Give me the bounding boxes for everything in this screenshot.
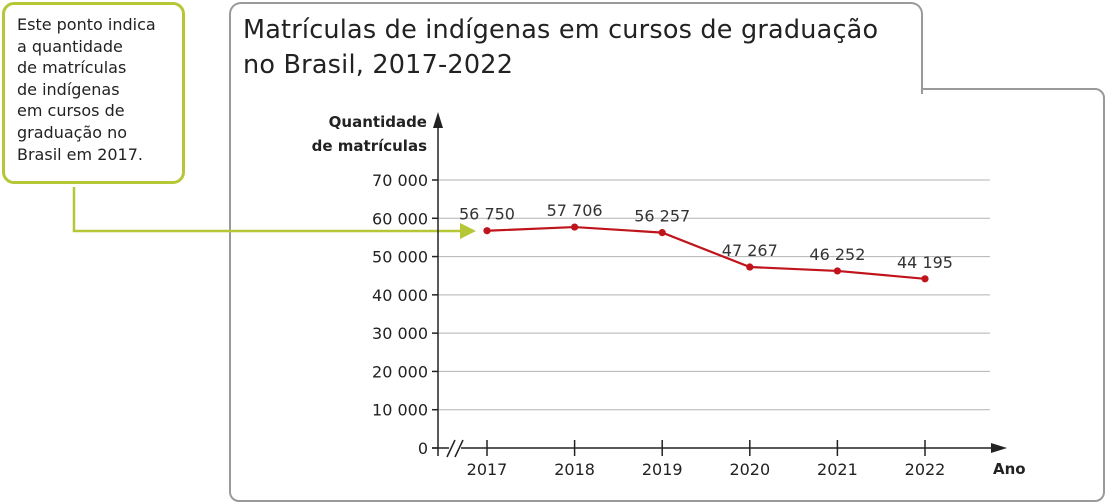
data-label: 56 257 [634, 207, 690, 226]
data-label: 47 267 [722, 241, 778, 260]
x-axis-arrowhead [991, 443, 1007, 453]
y-axis-arrowhead [433, 112, 443, 128]
callout-arrow [72, 187, 462, 233]
data-label: 57 706 [547, 201, 603, 220]
data-point [921, 275, 929, 283]
chart-title: Matrículas de indígenas em cursos de gra… [243, 15, 879, 80]
callout-arrow-head [460, 223, 476, 239]
data-label: 46 252 [809, 245, 865, 264]
x-tick-label: 2022 [905, 460, 946, 479]
y-tick-label: 0 [418, 439, 428, 458]
data-point [746, 263, 754, 271]
x-tick-label: 2019 [642, 460, 683, 479]
x-tick-label: 2017 [467, 460, 508, 479]
series-line [486, 225, 926, 280]
y-tick-label: 40 000 [372, 286, 428, 305]
callout-box: Este ponto indica a quantidade de matríc… [2, 2, 185, 184]
x-tick-label: 2018 [554, 460, 595, 479]
data-point [833, 267, 842, 275]
y-tick-label: 10 000 [372, 401, 428, 420]
grid-layer [438, 179, 990, 411]
y-axis-title-line-1: Quantidade [329, 113, 427, 131]
y-tick-label: 20 000 [372, 362, 428, 381]
data-label: 44 195 [897, 253, 953, 272]
series-layer: 56 750 57 706 56 257 47 267 46 252 44 195 [459, 201, 953, 283]
data-point [483, 227, 491, 235]
axis-break-mark [454, 439, 464, 458]
title-tab: Matrículas de indígenas em cursos de gra… [229, 2, 923, 94]
callout-text: Este ponto indica a quantidade de matríc… [17, 15, 156, 164]
data-point [571, 223, 579, 231]
x-tick-label: 2020 [729, 460, 770, 479]
axis-layer: 0 10 000 20 000 30 000 40 000 50 000 60 000 70 … [372, 112, 1007, 479]
data-label: 56 750 [459, 205, 515, 224]
y-axis-title-line-2: de matrículas [312, 137, 427, 155]
data-point [658, 229, 666, 237]
axis-break-mark [446, 439, 456, 458]
y-tick-label: 70 000 [372, 171, 428, 190]
x-axis-title: Ano [993, 460, 1026, 478]
y-tick-label: 30 000 [372, 324, 428, 343]
y-tick-label: 60 000 [372, 209, 428, 228]
y-tick-label: 50 000 [372, 248, 428, 267]
x-tick-label: 2021 [817, 460, 858, 479]
